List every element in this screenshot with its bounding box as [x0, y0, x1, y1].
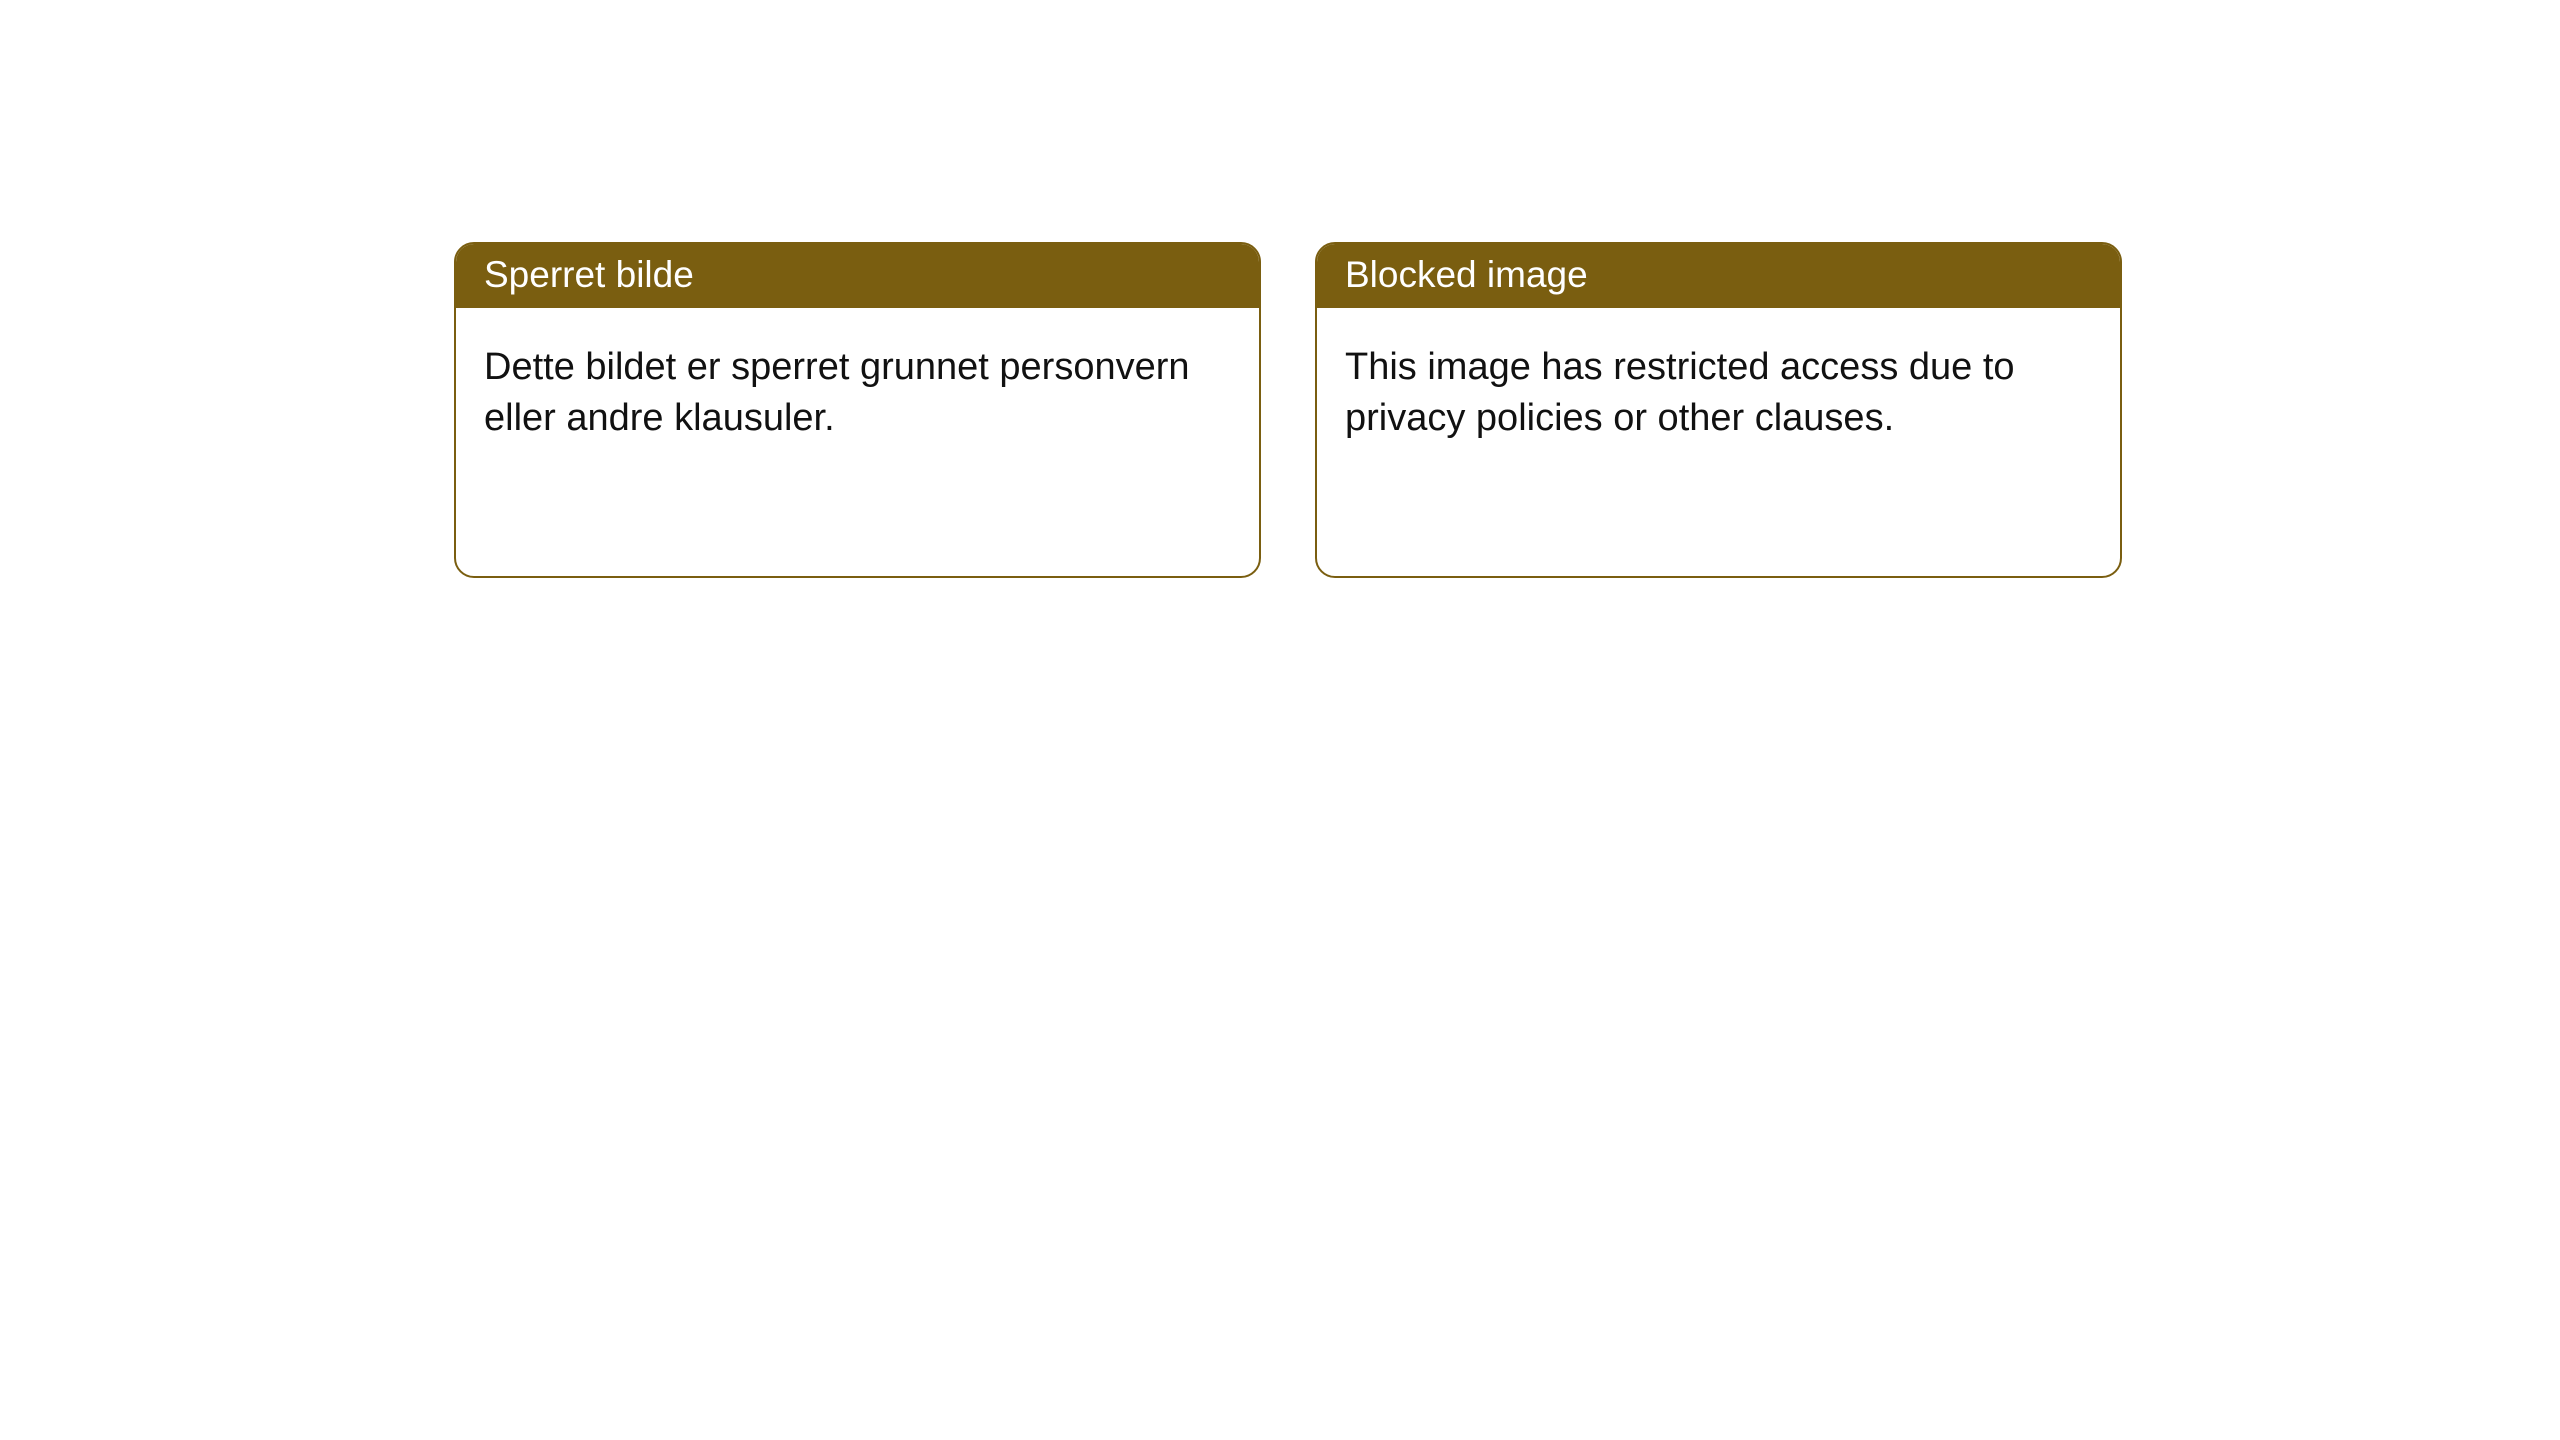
- notice-card-header-text: Sperret bilde: [484, 254, 694, 295]
- notice-card-header-text: Blocked image: [1345, 254, 1588, 295]
- notice-card-body-text: This image has restricted access due to …: [1345, 346, 2015, 439]
- notice-card-body-text: Dette bildet er sperret grunnet personve…: [484, 346, 1190, 439]
- notice-card-header: Sperret bilde: [456, 244, 1259, 308]
- notice-card-english: Blocked image This image has restricted …: [1315, 242, 2122, 578]
- notice-cards-container: Sperret bilde Dette bildet er sperret gr…: [0, 0, 2560, 578]
- notice-card-norwegian: Sperret bilde Dette bildet er sperret gr…: [454, 242, 1261, 578]
- notice-card-body: Dette bildet er sperret grunnet personve…: [456, 308, 1259, 479]
- notice-card-header: Blocked image: [1317, 244, 2120, 308]
- notice-card-body: This image has restricted access due to …: [1317, 308, 2120, 479]
